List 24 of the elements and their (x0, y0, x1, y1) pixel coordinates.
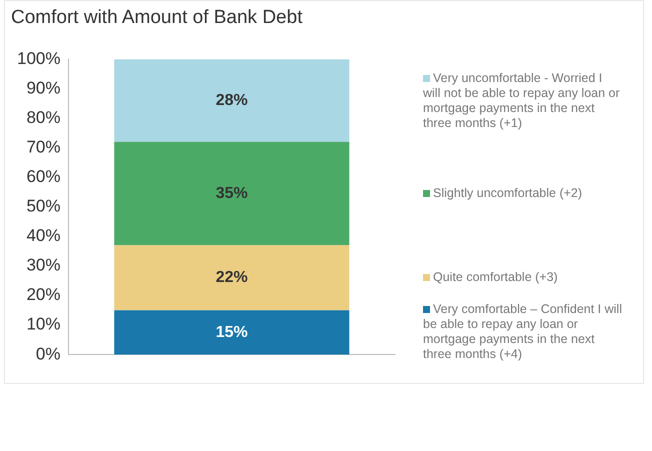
legend-label: Very comfortable – Confident I will be able to repay any loan or mortgage payments in the next three months (+4) (423, 302, 622, 362)
y-tick-label: 100% (16, 48, 60, 68)
y-tick-label: 20% (26, 285, 60, 304)
y-tick-label: 60% (26, 167, 60, 186)
y-tick-label: 40% (26, 226, 60, 246)
y-tick-label: 30% (26, 256, 60, 275)
bar (114, 310, 350, 355)
bar (114, 142, 350, 246)
data-label: 35% (216, 185, 248, 202)
chart-title: Comfort with Amount of Bank Debt (11, 7, 302, 29)
legend-label: Slightly uncomfortable (+2) (433, 186, 582, 200)
y-tick-label: 0% (36, 344, 60, 364)
y-tick-label: 90% (26, 78, 60, 98)
bar (114, 59, 350, 142)
y-tick-label: 70% (26, 138, 60, 157)
data-label: 22% (216, 269, 248, 286)
y-tick-label: 80% (26, 108, 60, 127)
y-tick-label: 50% (26, 196, 60, 216)
legend-label: Very uncomfortable - Worried I will not be able to repay any loan or mortgage payments in the next three months (+1) (423, 70, 620, 130)
y-tick-label: 10% (26, 314, 60, 334)
legend-label: Quite comfortable (+3) (433, 270, 558, 284)
data-label: 15% (216, 324, 248, 341)
data-label: 28% (216, 92, 248, 109)
bar (114, 245, 350, 310)
